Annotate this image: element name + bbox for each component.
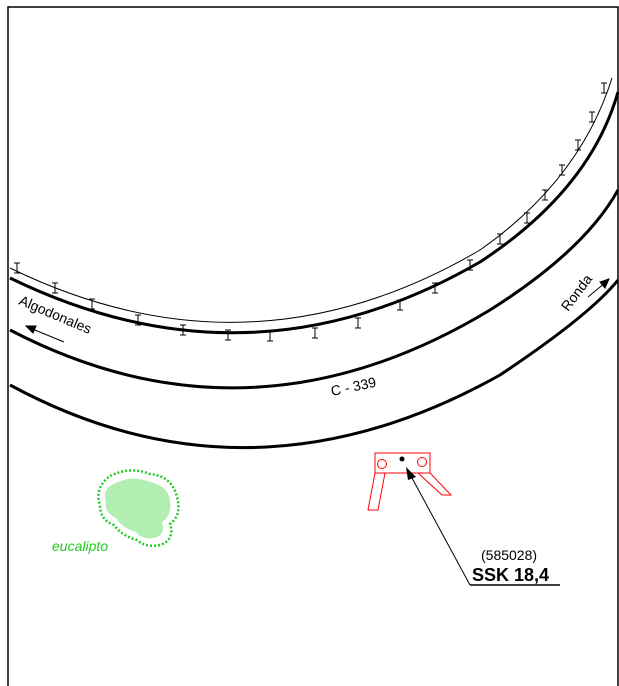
guardrail-post-icon bbox=[355, 317, 361, 329]
guardrail-post-icon bbox=[601, 82, 607, 94]
road-code-label: C - 339 bbox=[329, 374, 377, 399]
guardrail-post-icon bbox=[180, 324, 186, 336]
road-center-line bbox=[9, 189, 619, 390]
eucalyptus-tree-icon bbox=[97, 469, 180, 548]
map-frame bbox=[7, 6, 619, 686]
guardrail-post-icon bbox=[397, 299, 403, 311]
guardrail-line bbox=[9, 77, 613, 323]
guardrail-post-icon bbox=[432, 282, 438, 294]
guardrail-post-icon bbox=[14, 262, 20, 274]
guardrail-post-icon bbox=[467, 259, 473, 271]
vegetation-label: eucalipto bbox=[52, 538, 108, 554]
station-pointer bbox=[399, 456, 560, 586]
guardrail-post-icon bbox=[267, 330, 273, 342]
guardrail-post-icon bbox=[225, 329, 231, 341]
guardrail-post-icon bbox=[559, 164, 565, 176]
guardrail-post-icon bbox=[497, 233, 503, 245]
guardrail-post-icon bbox=[312, 327, 318, 339]
arrow-left-icon bbox=[24, 325, 65, 343]
guardrail-post-icon bbox=[524, 212, 530, 224]
station-id-label: SSK 18,4 bbox=[472, 565, 549, 585]
guardrail-post-icon bbox=[135, 314, 141, 326]
arrow-right-icon bbox=[587, 278, 610, 298]
guardrail-post-icon bbox=[89, 298, 95, 310]
survey-station-icon bbox=[367, 452, 453, 511]
guardrail-post-icon bbox=[589, 111, 595, 123]
guardrail-post-icon bbox=[542, 189, 548, 201]
station-number-label: (585028) bbox=[481, 547, 537, 563]
guardrail-post-icon bbox=[575, 139, 581, 151]
road-edge-outer bbox=[9, 279, 619, 449]
guardrail-post-icon bbox=[52, 282, 58, 294]
guardrail-posts bbox=[14, 82, 607, 342]
